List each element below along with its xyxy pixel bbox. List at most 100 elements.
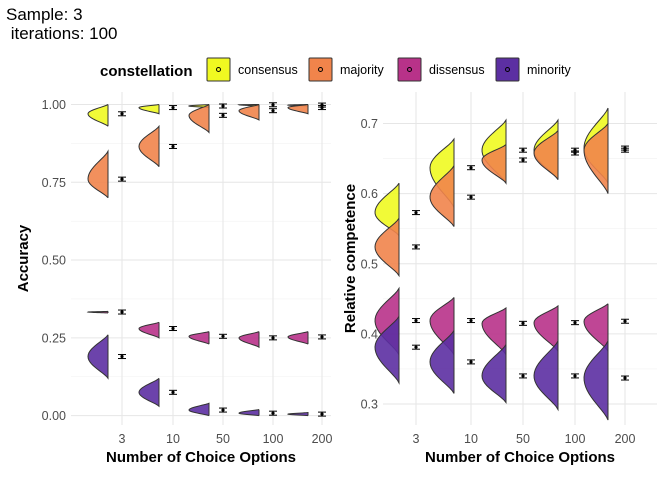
x-tick-label: 10 xyxy=(464,432,478,446)
mean-dot xyxy=(171,390,175,394)
y-tick-label: 0.50 xyxy=(42,254,66,268)
mean-dot xyxy=(221,104,225,108)
mean-point-majority xyxy=(269,108,277,114)
mean-point-consensus xyxy=(467,165,475,171)
mean-dot xyxy=(521,148,525,152)
mean-point-consensus xyxy=(269,102,277,108)
x-tick-label: 3 xyxy=(413,432,420,446)
mean-point-majority xyxy=(467,194,475,200)
mean-point-consensus xyxy=(118,111,126,117)
violin-minority xyxy=(287,412,309,417)
mean-point-majority xyxy=(519,157,527,163)
y-tick-label: 1.00 xyxy=(42,98,66,112)
x-tick-label: 100 xyxy=(263,432,284,446)
violin-minority xyxy=(583,338,609,421)
violin-minority xyxy=(138,377,160,408)
legend-key-majority xyxy=(308,57,333,82)
violin-minority xyxy=(238,408,260,417)
mean-point-consensus xyxy=(169,105,177,111)
mean-point-dissensus xyxy=(269,335,277,341)
mean-point-dissensus xyxy=(519,320,527,326)
mean-dot xyxy=(469,166,473,170)
y-axis-label: Accuracy xyxy=(15,224,32,292)
mean-dot xyxy=(521,374,525,378)
legend-label-consensus: consensus xyxy=(238,63,298,77)
violin-dissensus xyxy=(481,306,507,356)
mean-dot xyxy=(469,360,473,364)
mean-dot xyxy=(469,195,473,199)
mean-point-minority xyxy=(571,373,579,379)
legend-item-dissensus: dissensus xyxy=(397,57,485,82)
y-tick-label: 0.5 xyxy=(361,257,378,271)
legend-item-majority: majority xyxy=(308,57,385,82)
mean-point-consensus xyxy=(519,147,527,153)
mean-point-minority xyxy=(519,373,527,379)
legend: constellation consensus majority dissensus m… xyxy=(100,57,572,82)
violin-majority xyxy=(533,130,559,180)
violin-majority xyxy=(583,123,609,194)
legend-label-minority: minority xyxy=(527,63,572,77)
x-tick-label: 100 xyxy=(565,432,586,446)
violin-consensus xyxy=(87,104,109,127)
mean-dot xyxy=(469,318,473,323)
violin-majority xyxy=(429,163,455,227)
mean-dot xyxy=(120,310,124,314)
page-title: Sample: 3 iterations: 100 xyxy=(6,5,118,43)
mean-dot xyxy=(171,326,175,331)
mean-point-minority xyxy=(621,375,629,381)
violin-majority xyxy=(374,217,400,278)
mean-dot xyxy=(414,245,418,249)
mean-dot xyxy=(171,105,175,110)
x-tick-label: 200 xyxy=(312,432,333,446)
mean-dot xyxy=(414,318,418,323)
mean-dot xyxy=(271,103,275,107)
mean-dot xyxy=(623,148,627,152)
y-tick-label: 0.75 xyxy=(42,176,66,190)
mean-point-minority xyxy=(169,389,177,395)
mean-dot xyxy=(120,354,124,359)
violin-majority xyxy=(87,149,109,199)
legend-label-majority: majority xyxy=(340,63,385,77)
mean-dot xyxy=(221,408,225,412)
mean-point-majority xyxy=(219,112,227,118)
y-tick-label: 0.00 xyxy=(42,409,66,423)
violin-dissensus xyxy=(533,304,559,354)
violin-majority xyxy=(188,104,210,134)
mean-point-dissensus xyxy=(621,318,629,324)
mean-dot xyxy=(320,105,324,110)
y-tick-label: 0.7 xyxy=(361,117,378,131)
mean-dot xyxy=(521,158,525,162)
mean-dot xyxy=(120,112,124,116)
mean-dot xyxy=(271,411,275,415)
x-tick-label: 10 xyxy=(166,432,180,446)
mean-dot xyxy=(573,151,577,155)
mean-dot xyxy=(120,177,124,181)
mean-point-minority xyxy=(412,344,420,350)
mean-dot xyxy=(221,113,225,117)
mean-point-majority xyxy=(621,147,629,153)
y-tick-label: 0.6 xyxy=(361,187,378,201)
mean-point-dissensus xyxy=(571,320,579,326)
mean-point-minority xyxy=(269,410,277,416)
violin-dissensus xyxy=(86,310,109,314)
violin-minority xyxy=(429,330,455,394)
mean-point-dissensus xyxy=(318,334,326,340)
violin-dissensus xyxy=(188,331,210,345)
mean-point-dissensus xyxy=(169,326,177,332)
legend-key-consensus xyxy=(206,57,231,82)
legend-key-point xyxy=(407,67,412,72)
mean-point-majority xyxy=(118,176,126,182)
mean-dot xyxy=(414,345,418,349)
violin-dissensus xyxy=(287,331,309,345)
y-tick-label: 0.4 xyxy=(361,327,378,341)
mean-point-minority xyxy=(219,407,227,413)
violin-consensus xyxy=(138,103,160,115)
legend-item-minority: minority xyxy=(495,57,572,82)
mean-point-dissensus xyxy=(467,318,475,324)
mean-point-minority xyxy=(118,354,126,360)
violin-minority xyxy=(481,344,507,405)
mean-dot xyxy=(271,336,275,340)
mean-point-dissensus xyxy=(219,333,227,339)
mean-point-consensus xyxy=(412,210,420,216)
